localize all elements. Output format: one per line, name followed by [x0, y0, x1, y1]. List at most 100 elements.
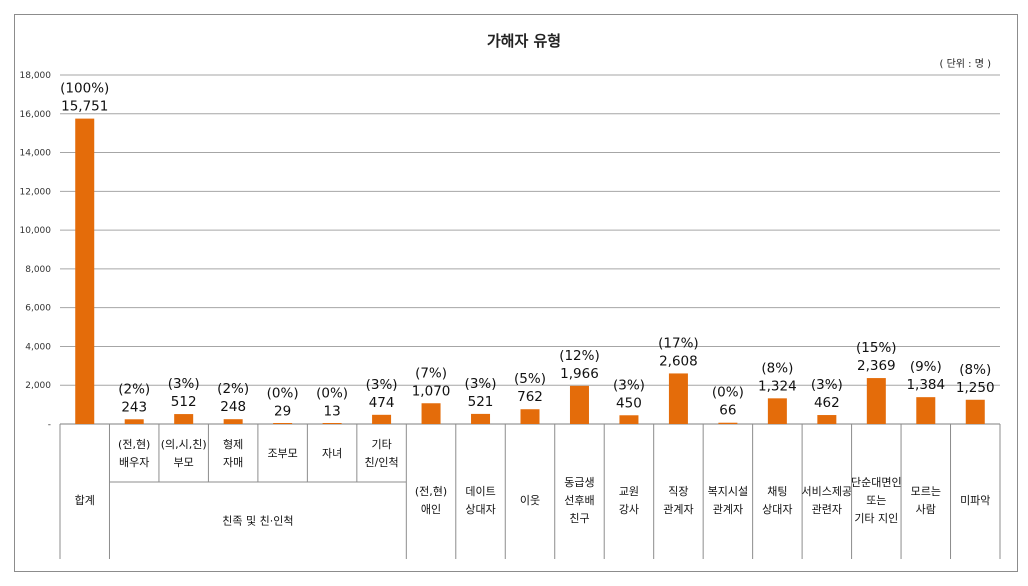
category-label: 배우자 [119, 456, 149, 469]
bars [75, 118, 985, 424]
category-label: 형제 [223, 438, 243, 451]
bar [273, 423, 293, 424]
bar [916, 397, 936, 424]
bar [668, 373, 688, 424]
bar-value-label: 243 [121, 399, 147, 415]
category-label: 강사 [619, 503, 639, 516]
category-label: 채팅 [767, 485, 787, 498]
category-label: 미파악 [960, 494, 990, 507]
category-label: 합계 [75, 494, 95, 507]
y-tick-label: - [48, 420, 51, 430]
category-label: 선후배 [564, 494, 594, 507]
bar-percent-label: (100%) [60, 81, 109, 97]
category-label: 관계자 [713, 503, 743, 516]
y-tick-label: 2,000 [25, 381, 51, 391]
bar [619, 415, 639, 424]
bar [322, 423, 342, 424]
y-tick-label: 14,000 [20, 149, 52, 159]
bar-percent-label: (2%) [118, 381, 150, 397]
category-label: 동급생 [564, 476, 594, 489]
y-tick-label: 8,000 [25, 265, 51, 275]
bar [718, 422, 738, 424]
y-axis-ticks: - 2,000 4,000 6,000 8,000 10,000 12,000 14,000 1… [20, 71, 52, 430]
category-label: (전,현) [118, 438, 150, 451]
bar-value-label: 450 [616, 395, 642, 411]
y-tick-label: 12,000 [20, 187, 52, 197]
bar-value-label: 512 [171, 394, 197, 410]
bar-value-label: 1,324 [758, 378, 797, 394]
bar-percent-label: (3%) [613, 377, 645, 393]
bar-value-label: 2,369 [857, 358, 896, 374]
bar-value-label: 29 [274, 403, 291, 419]
category-label: 상대자 [762, 503, 792, 516]
bar [421, 403, 441, 424]
bar [866, 378, 886, 424]
bar-percent-label: (3%) [465, 376, 497, 392]
category-label: 데이트 [465, 485, 495, 498]
category-label: 단순대면인 [851, 476, 902, 489]
bar [471, 413, 491, 424]
bar-value-label: 474 [369, 395, 395, 411]
category-label: 자매 [223, 456, 243, 469]
bar-percent-label: (9%) [910, 359, 942, 375]
y-tick-label: 16,000 [20, 110, 52, 120]
category-label: 부모 [174, 456, 194, 469]
category-label: 사람 [916, 503, 936, 516]
category-label: (의,시,친) [161, 438, 207, 451]
bar-value-label: 1,070 [412, 383, 451, 399]
category-label: 직장 [668, 485, 688, 498]
bar-value-label: 248 [220, 399, 246, 415]
bar-value-label: 66 [719, 403, 736, 419]
bar [372, 414, 392, 424]
data-labels: 15,751 (100%) 243 (2%) 512 (3%) 248 (2%) 29 (0%) 1… [60, 81, 994, 420]
category-label: 관계자 [663, 503, 693, 516]
bar-percent-label: (3%) [168, 376, 200, 392]
bar-value-label: 13 [324, 404, 341, 420]
bar [124, 419, 144, 424]
bar [520, 409, 540, 424]
category-label: 친/인척 [365, 456, 399, 469]
bar-percent-label: (2%) [217, 381, 249, 397]
category-label: 친구 [569, 512, 589, 525]
y-tick-label: 4,000 [25, 342, 51, 352]
category-label: (전,현) [415, 485, 447, 498]
category-label: 관련자 [812, 503, 842, 516]
category-label: 기타 지인 [854, 512, 898, 525]
y-tick-label: 18,000 [20, 71, 52, 81]
category-label: 조부모 [267, 447, 297, 460]
bar-percent-label: (3%) [811, 377, 843, 393]
bar [569, 385, 589, 424]
bar-percent-label: (3%) [366, 377, 398, 393]
category-label: 서비스제공 [802, 485, 853, 498]
unit-note: ( 단위 : 명 ) [940, 57, 992, 70]
bar-percent-label: (0%) [712, 385, 744, 401]
bar [174, 414, 194, 424]
category-label: 애인 [421, 503, 441, 516]
bar-value-label: 462 [814, 395, 840, 411]
category-label: 자녀 [322, 447, 342, 460]
bar-value-label: 2,608 [659, 353, 698, 369]
gridlines [60, 74, 1000, 425]
category-label: 이웃 [520, 494, 540, 507]
bar-value-label: 1,250 [956, 380, 995, 396]
bar-chart: 가해자 유형 ( 단위 : 명 ) - 2,000 4,000 6,000 8,000 1… [20, 32, 1001, 559]
bar [965, 399, 985, 424]
category-label: 친족 및 친·인척 [222, 515, 293, 528]
bar-percent-label: (17%) [658, 335, 699, 351]
bar-value-label: 762 [517, 389, 543, 405]
category-label: 모르는 [911, 485, 941, 498]
bar [75, 118, 95, 424]
category-label: 또는 [866, 494, 886, 507]
bar-percent-label: (0%) [316, 386, 348, 402]
category-label: 기타 [371, 438, 391, 451]
y-tick-label: 6,000 [25, 304, 51, 314]
bar-percent-label: (5%) [514, 371, 546, 387]
bar-percent-label: (12%) [559, 348, 600, 364]
bar-value-label: 15,751 [61, 99, 108, 115]
chart-frame: 가해자 유형 ( 단위 : 명 ) - 2,000 4,000 6,000 8,000 1… [14, 14, 1018, 572]
bar [767, 398, 787, 424]
bar-percent-label: (15%) [856, 340, 897, 356]
category-label: 상대자 [465, 503, 495, 516]
bar [817, 415, 837, 424]
